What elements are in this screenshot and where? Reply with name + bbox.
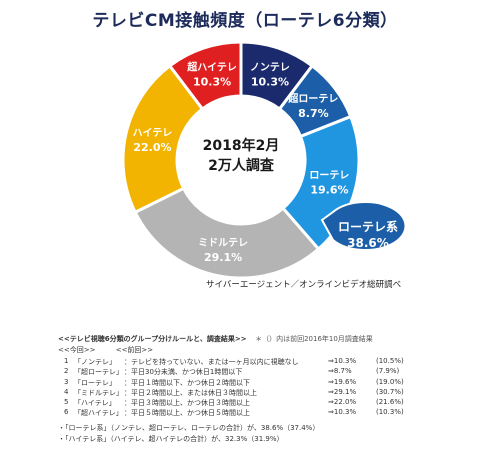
rules-row-name: 「ローテレ」 <box>74 378 116 387</box>
slice-2-value: 8.7% <box>298 107 329 120</box>
lowtele-group-callout: ローテレ系 38.6% <box>320 201 407 251</box>
slice-2-name: 超ローテレ <box>287 92 338 105</box>
callout-bubble <box>320 201 407 251</box>
rules-row-prev: (10.3%) <box>376 408 404 417</box>
rules-row: 2 「超ローテレ」 ：平日30分未満、かつ休日1時間以下 ⇒8.7% (7.9%) <box>58 367 478 377</box>
rules-row-now: ⇒22.0% <box>328 398 357 407</box>
rules-row: 1 「ノンテレ」 ：テレビを持っていない、または一ヶ月以内に視聴なし ⇒10.3% (1… <box>58 357 478 367</box>
rules-row-desc: ：平日２時間以上、または休日３時間以上 <box>124 388 257 397</box>
center-label-survey: 2万人調査 <box>208 157 275 174</box>
rules-note: ＊（）内は前回2016年10月調査結果 <box>255 335 373 343</box>
donut-slice-labels: ノンテレ 10.3% 超ローテレ 8.7% ローテレ 19.6% ミドルテレ 29.1% ハイテ… <box>133 61 350 265</box>
rules-row: 5 「ハイテレ」 ：平日３時間以上、かつ休日３時間以上 ⇒22.0% (21.6%) <box>58 398 478 408</box>
rules-row-no: 5 <box>64 398 69 407</box>
rules-row-now: ⇒19.6% <box>328 377 357 386</box>
chart-title: テレビCM接触頻度（ローテレ6分類） <box>92 11 398 31</box>
rules-row-prev: (10.5%) <box>376 357 404 365</box>
rules-heading-line: <<テレビ視聴6分類のグループ分けルールと、調査結果>> ＊（）内は前回2016… <box>58 334 478 344</box>
slice-4 <box>133 186 321 280</box>
rules-row-name: 「超ハイテレ」 <box>74 409 123 418</box>
source-note: サイバーエージェント／オンラインビデオ総研調べ <box>206 280 402 290</box>
rules-subheading-line: <<今回>> <<前回>> <box>58 345 478 355</box>
slice-5 <box>121 63 205 215</box>
rules-table: 1 「ノンテレ」 ：テレビを持っていない、または一ヶ月以内に視聴なし ⇒10.3% (1… <box>58 357 478 419</box>
rules-row-desc: ：テレビを持っていない、または一ヶ月以内に視聴なし <box>124 358 299 366</box>
rules-sub-now: <<今回>> <box>58 346 96 354</box>
rules-row-now: ⇒8.7% <box>328 367 352 376</box>
rules-row-name: 「ハイテレ」 <box>74 399 116 408</box>
rules-row-now: ⇒29.1% <box>328 387 357 396</box>
rules-row: 6 「超ハイテレ」 ：平日５時間以上、かつ休日５時間以上 ⇒10.3% (10.3%) <box>58 408 478 418</box>
rules-row-name: 「ミドルテレ」 <box>74 388 123 397</box>
rules-row-name: 「超ローテレ」 <box>74 368 123 377</box>
slice-3-name: ローテレ <box>309 170 349 182</box>
slice-6 <box>167 40 243 112</box>
rules-row-desc: ：平日３時間以上、かつ休日３時間以上 <box>124 399 250 408</box>
rules-row: 3 「ローテレ」 ：平日１時間以下、かつ休日２時間以下 ⇒19.6% (19.0%) <box>58 378 478 388</box>
slice-1-name: ノンテレ <box>250 62 290 74</box>
callout-value: 38.6% <box>347 236 389 250</box>
slice-3-value: 19.6% <box>310 184 348 197</box>
grouping-rules: <<テレビ視聴6分類のグループ分けルールと、調査結果>> ＊（）内は前回2016… <box>58 334 478 445</box>
rules-heading: <<テレビ視聴6分類のグループ分けルールと、調査結果>> <box>58 335 247 343</box>
rules-row-now: ⇒10.3% <box>328 357 357 365</box>
slice-5-name: ハイテレ <box>133 127 173 139</box>
rules-row: 4 「ミドルテレ」 ：平日２時間以上、または休日３時間以上 ⇒29.1% (30.7%) <box>58 388 478 398</box>
rules-row-prev: (21.6%) <box>376 398 404 407</box>
rules-row-no: 1 <box>64 357 69 365</box>
center-label-date: 2018年2月 <box>203 137 280 154</box>
rules-row-desc: ：平日５時間以上、かつ休日５時間以上 <box>124 409 250 418</box>
donut-chart: ノンテレ 10.3% 超ローテレ 8.7% ローテレ 19.6% ミドルテレ 29.1% ハイテ… <box>121 40 407 280</box>
slice-4-value: 29.1% <box>204 251 242 264</box>
slice-4-name: ミドルテレ <box>198 237 248 249</box>
rules-summary-lowtele: ・「ローテレ系」（ノンテレ、超ローテレ、ローテレの合計）が、38.6%（37.4… <box>58 423 320 432</box>
rules-row-name: 「ノンテレ」 <box>74 358 116 366</box>
rules-row-prev: (19.0%) <box>376 377 404 386</box>
rules-row-no: 4 <box>64 387 69 396</box>
slice-6-value: 10.3% <box>193 76 231 89</box>
rules-sub-prev: <<前回>> <box>115 346 154 354</box>
rules-row-desc: ：平日１時間以下、かつ休日２時間以下 <box>124 378 250 387</box>
slice-5-value: 22.0% <box>133 141 171 154</box>
slice-1-value: 10.3% <box>251 76 289 89</box>
slice-6-name: 超ハイテレ <box>186 61 237 74</box>
rules-row-no: 2 <box>64 367 69 376</box>
rules-row-no: 3 <box>64 377 69 386</box>
callout-name: ローテレ系 <box>338 219 398 234</box>
rules-row-prev: (7.9%) <box>376 367 400 376</box>
rules-row-no: 6 <box>64 408 69 417</box>
rules-row-prev: (30.7%) <box>376 387 404 396</box>
donut-slices <box>121 40 361 280</box>
rules-row-now: ⇒10.3% <box>328 408 357 417</box>
rules-summary-hightele: ・「ハイテレ系」（ハイテレ、超ハイテレの合計）が、32.3%（31.9%） <box>58 434 284 443</box>
rules-row-desc: ：平日30分未満、かつ休日1時間以下 <box>124 368 243 377</box>
